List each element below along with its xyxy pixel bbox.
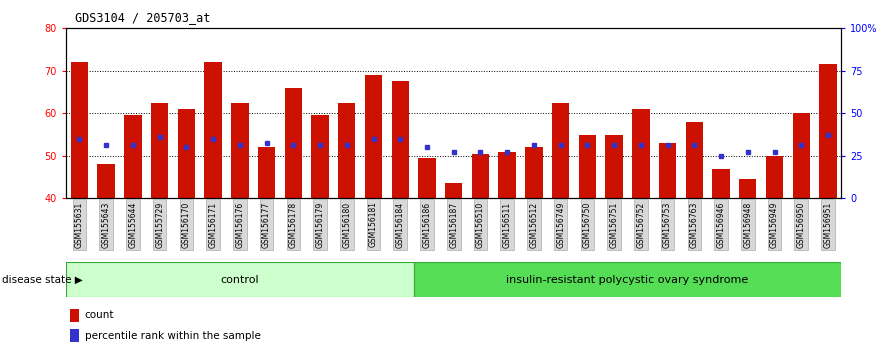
Bar (151, 103, 168, 198)
Text: GSM156749: GSM156749 (556, 201, 565, 248)
Bar (819, 64, 837, 198)
Text: GSM155643: GSM155643 (101, 201, 111, 248)
Bar (445, 183, 463, 198)
Bar (471, 154, 489, 198)
Bar (204, 62, 222, 198)
Text: percentile rank within the sample: percentile rank within the sample (85, 331, 261, 341)
Bar (633, 109, 649, 198)
Text: GSM156750: GSM156750 (583, 201, 592, 248)
Bar (70, 329, 79, 342)
Bar (98, 164, 115, 198)
Bar (685, 122, 703, 198)
Text: GSM156951: GSM156951 (824, 201, 833, 248)
Text: GSM156171: GSM156171 (209, 201, 218, 247)
Bar (413, 262, 841, 297)
Bar (525, 147, 543, 198)
Text: GSM156170: GSM156170 (181, 201, 191, 248)
Text: GSM156753: GSM156753 (663, 201, 672, 248)
Bar (231, 103, 248, 198)
Bar (552, 103, 569, 198)
Text: GSM156510: GSM156510 (476, 201, 485, 248)
Bar (70, 309, 79, 322)
Bar (766, 156, 783, 198)
Bar (178, 109, 195, 198)
Text: control: control (220, 275, 259, 285)
Text: disease state ▶: disease state ▶ (2, 275, 83, 285)
Bar (338, 103, 355, 198)
Text: GSM156176: GSM156176 (235, 201, 244, 248)
Text: GSM156763: GSM156763 (690, 201, 699, 248)
Text: GSM155631: GSM155631 (75, 201, 84, 248)
Bar (311, 115, 329, 198)
Bar (793, 113, 810, 198)
Text: GSM156948: GSM156948 (744, 201, 752, 248)
Text: insulin-resistant polycystic ovary syndrome: insulin-resistant polycystic ovary syndr… (507, 275, 749, 285)
Text: GSM156511: GSM156511 (503, 201, 512, 247)
Bar (659, 143, 677, 198)
Bar (365, 75, 382, 198)
Text: GSM156949: GSM156949 (770, 201, 779, 248)
Text: GSM156187: GSM156187 (449, 201, 458, 247)
Bar (579, 135, 596, 198)
Bar (391, 81, 409, 198)
Bar (66, 262, 413, 297)
Text: GDS3104 / 205703_at: GDS3104 / 205703_at (75, 11, 211, 24)
Text: GSM155644: GSM155644 (129, 201, 137, 248)
Bar (499, 152, 516, 198)
Text: GSM156186: GSM156186 (423, 201, 432, 247)
Bar (713, 169, 729, 198)
Text: count: count (85, 310, 115, 320)
Bar (285, 88, 302, 198)
Text: GSM156179: GSM156179 (315, 201, 324, 248)
Text: GSM156180: GSM156180 (343, 201, 352, 247)
Bar (739, 179, 757, 198)
Text: GSM156177: GSM156177 (262, 201, 271, 248)
Text: GSM156752: GSM156752 (636, 201, 646, 248)
Text: GSM156946: GSM156946 (716, 201, 726, 248)
Text: GSM155729: GSM155729 (155, 201, 164, 248)
Bar (70, 62, 88, 198)
Bar (124, 115, 142, 198)
Bar (258, 147, 275, 198)
Text: GSM156512: GSM156512 (529, 201, 538, 247)
Bar (418, 158, 436, 198)
Text: GSM156751: GSM156751 (610, 201, 618, 248)
Text: GSM156178: GSM156178 (289, 201, 298, 247)
Text: GSM156184: GSM156184 (396, 201, 404, 247)
Text: GSM156950: GSM156950 (796, 201, 806, 248)
Text: GSM156181: GSM156181 (369, 201, 378, 247)
Bar (605, 135, 623, 198)
